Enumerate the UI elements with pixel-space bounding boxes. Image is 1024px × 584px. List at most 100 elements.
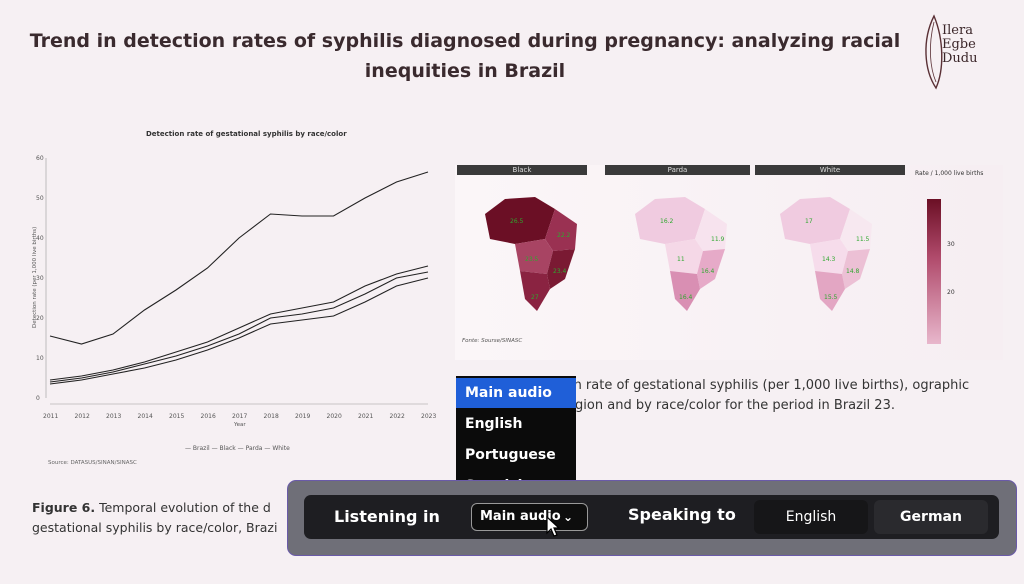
series-line-parda — [49, 271, 429, 383]
line-chart-title: Detection rate of gestational syphilis b… — [146, 130, 347, 138]
map-black-label-1: 26.5 — [510, 218, 524, 225]
x-tick-label: 2018 — [264, 413, 279, 420]
legend-black-label: Black — [219, 445, 236, 452]
listening-in-label: Listening in — [334, 507, 440, 526]
x-tick-label: 2011 — [43, 413, 58, 420]
y-tick-label: 40 — [36, 235, 44, 242]
dropdown-option-portuguese[interactable]: Portuguese — [465, 447, 556, 463]
y-tick-label: 50 — [36, 195, 44, 202]
ilera-egbe-dudu-logo: Ilera Egbe Dudu — [920, 10, 980, 92]
map-white-south — [815, 271, 845, 311]
map-white-centerwest — [810, 239, 848, 274]
y-tick-label: 60 — [36, 155, 44, 162]
map-parda-label-2: 11.9 — [711, 236, 725, 243]
map-parda-centerwest — [665, 239, 703, 274]
speaking-language-english[interactable]: English — [754, 500, 868, 534]
x-tick-label: 2013 — [106, 413, 121, 420]
figure6-text-a: Temporal evolution of the d — [99, 500, 271, 515]
map-black-label-2: 22.2 — [557, 232, 571, 239]
y-tick-label: 10 — [36, 355, 44, 362]
line-chart: 0 10 20 30 40 50 60 2011 2012 2013 2014 2015 2016 201… — [32, 155, 436, 428]
map-source: Fonte: Sourse/SINASC — [462, 338, 523, 344]
logo-text: Ilera Egbe Dudu — [942, 24, 978, 66]
y-tick-label: 30 — [36, 275, 44, 282]
map-black-label-4: 23.4 — [553, 268, 567, 275]
slide-title: Trend in detection rates of syphilis dia… — [29, 30, 901, 82]
map-header-parda: Parda — [605, 165, 750, 175]
series-line-white — [49, 277, 429, 385]
map-black-centerwest — [515, 239, 553, 274]
dropdown-option-main-audio[interactable]: Main audio — [456, 378, 576, 408]
x-axis-label: Year — [233, 422, 246, 428]
map-white-southeast — [842, 249, 870, 289]
map-header-black: Black — [457, 165, 587, 175]
map-parda-north — [635, 197, 705, 244]
legend-brazil: — — [185, 445, 193, 452]
rate-legend-tick-30: 30 — [947, 241, 955, 248]
audio-dropdown-menu: Main audio English Portuguese Spanish — [456, 376, 576, 500]
figure6-label: Figure 6. — [32, 500, 96, 515]
speaking-to-label: Speaking to — [628, 505, 736, 524]
x-tick-label: 2021 — [358, 413, 373, 420]
legend-brazil-label: Brazil — [192, 445, 210, 452]
line-chart-source: Source: DATASUS/SINAN/SINASC — [48, 460, 137, 466]
maps-panel: Black Parda White 26.5 22.2 23.5 23.4 27… — [455, 165, 1003, 360]
x-tick-label: 2014 — [138, 413, 153, 420]
x-tick-label: 2022 — [390, 413, 405, 420]
map-parda-label-4: 16.4 — [701, 268, 715, 275]
map-parda-southeast — [697, 249, 725, 289]
map-black-label-5: 27 — [531, 294, 539, 301]
map-parda-label-5: 16.4 — [679, 294, 693, 301]
rate-legend-bar — [927, 199, 941, 344]
map-header-white: White — [755, 165, 905, 175]
speaking-language-german[interactable]: German — [874, 500, 988, 534]
legend-white-label: White — [272, 445, 290, 452]
y-axis-label: Detection rate (per 1,000 live births) — [32, 227, 38, 328]
map-white-label-4: 14.8 — [846, 268, 860, 275]
map-parda-label-3: 11 — [677, 256, 685, 263]
chevron-down-icon: ⌄ — [562, 510, 573, 524]
logo-leaf-icon — [925, 14, 943, 90]
x-tick-label: 2017 — [232, 413, 247, 420]
rate-legend-tick-20: 20 — [947, 289, 955, 296]
dropdown-option-english[interactable]: English — [465, 416, 523, 432]
map-black-label-3: 23.5 — [525, 256, 539, 263]
logo-line-1: Ilera — [942, 23, 973, 38]
x-tick-label: 2019 — [295, 413, 310, 420]
x-tick-label: 2015 — [169, 413, 184, 420]
map-parda-northeast — [695, 209, 727, 251]
map-black-north — [485, 197, 555, 244]
logo-line-3: Dudu — [942, 51, 978, 66]
map-white-label-5: 15.5 — [824, 294, 838, 301]
figure7-caption: ion rate of gestational syphilis (per 1,… — [562, 378, 970, 413]
map-black-northeast — [545, 209, 577, 251]
figure6-caption: Figure 6. Temporal evolution of the d ge… — [32, 498, 292, 538]
map-parda-label-1: 16.2 — [660, 218, 674, 225]
series-line-black — [49, 171, 429, 345]
toolbar-inner: Listening in Main audio ⌄ Speaking to En… — [304, 495, 999, 539]
map-black-southeast — [547, 249, 575, 289]
map-white-label-1: 17 — [805, 218, 813, 225]
map-white-north — [780, 197, 850, 244]
map-black-south — [520, 271, 550, 311]
map-white-label-3: 14.3 — [822, 256, 836, 263]
map-parda-south — [670, 271, 700, 311]
x-tick-label: 2012 — [75, 413, 90, 420]
listening-in-value: Main audio — [480, 509, 561, 524]
mouse-cursor-icon — [546, 516, 561, 537]
figure6-text-b: gestational syphilis by race/color, Braz… — [32, 520, 278, 535]
listening-in-select[interactable]: Main audio ⌄ — [471, 503, 588, 531]
interpretation-toolbar: Listening in Main audio ⌄ Speaking to En… — [287, 480, 1017, 556]
y-tick-label: 20 — [36, 315, 44, 322]
logo-line-2: Egbe — [942, 37, 976, 52]
map-white-northeast — [840, 209, 872, 251]
map-white-label-2: 11.5 — [856, 236, 870, 243]
x-tick-label: 2020 — [327, 413, 342, 420]
x-tick-label: 2016 — [201, 413, 216, 420]
map-black: 26.5 22.2 23.5 23.4 27 — [485, 197, 577, 311]
y-tick-label: 0 — [36, 395, 40, 402]
series-line-brazil — [49, 265, 429, 381]
map-white: 17 11.5 14.3 14.8 15.5 — [780, 197, 872, 311]
line-chart-legend: — Brazil — Black — Parda — White — [185, 445, 290, 452]
rate-legend-title: Rate / 1,000 live births — [915, 170, 984, 177]
